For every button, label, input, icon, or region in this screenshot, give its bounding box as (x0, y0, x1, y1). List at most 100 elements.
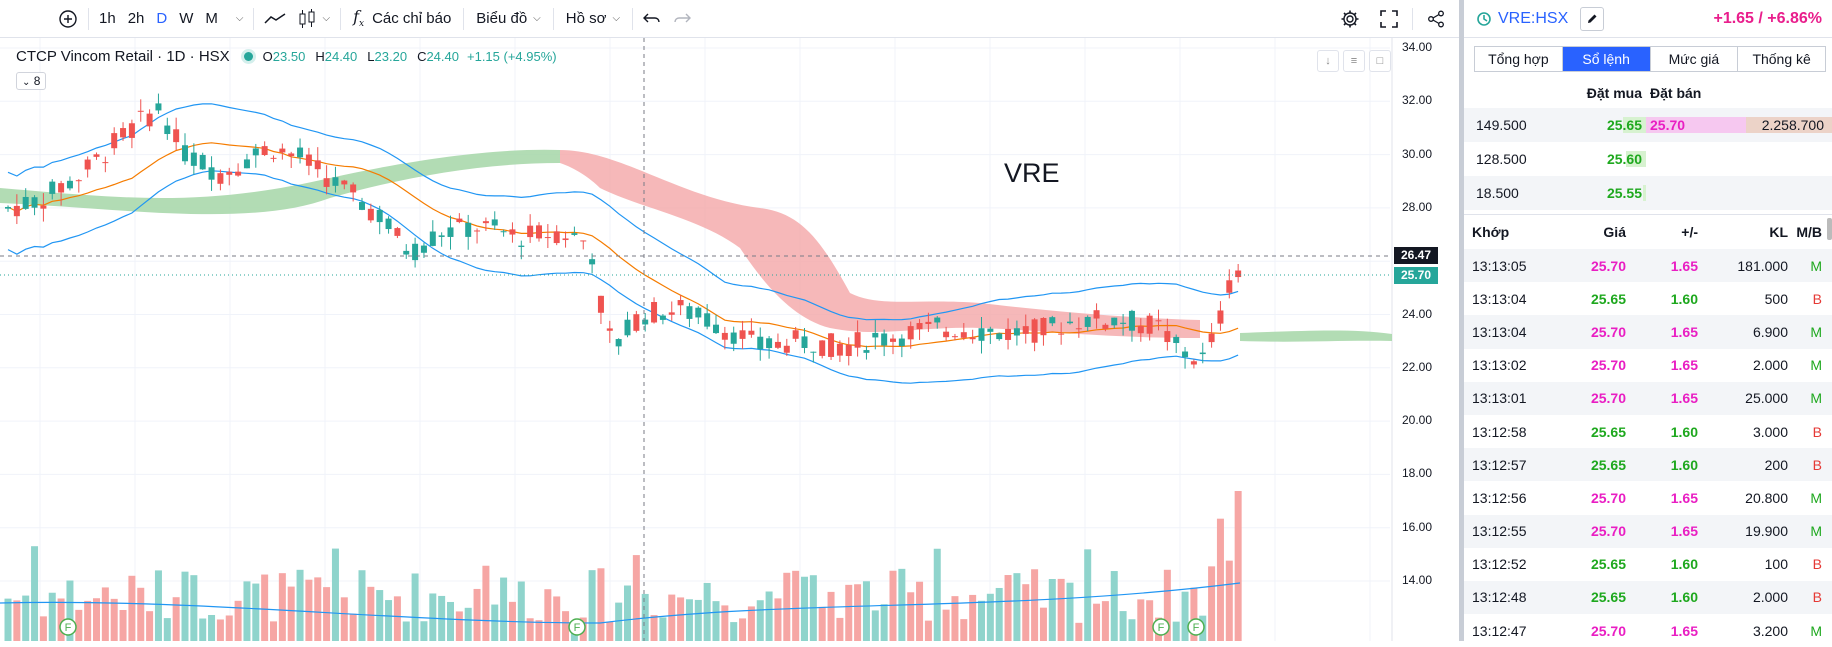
interval-1h[interactable]: 1h (99, 10, 116, 27)
redo-icon (674, 13, 692, 22)
candle-body (1235, 270, 1242, 278)
volume-bar (765, 591, 773, 641)
share-button[interactable] (1417, 0, 1459, 37)
panel-scrollbar[interactable] (1827, 218, 1832, 240)
header-price: Giá (1603, 224, 1626, 240)
trade-time: 13:13:02 (1472, 357, 1527, 374)
candle-body (713, 324, 719, 334)
volume-bar (517, 581, 525, 641)
fullscreen-button[interactable] (1370, 0, 1408, 37)
interval-2h[interactable]: 2h (127, 10, 145, 27)
cloud-bullish (0, 149, 560, 215)
trade-side: B (1812, 589, 1822, 606)
volume-bar (854, 584, 862, 641)
interval-d[interactable]: D (156, 10, 168, 27)
profile-menu-button[interactable]: Hồ sơ ⌵ (558, 0, 628, 37)
add-symbol-button[interactable] (0, 0, 84, 37)
refresh-icon[interactable] (1476, 11, 1492, 27)
candle-body (1022, 326, 1029, 334)
arrow-down-icon: ↓ (1325, 55, 1331, 67)
chart-menu-button[interactable]: Biểu đồ ⌵ (468, 0, 548, 37)
fullscreen-icon (1380, 9, 1398, 28)
candle-style-button[interactable]: ⌵ (292, 0, 336, 37)
indicators-button[interactable]: fx Các chỉ báo (345, 0, 459, 37)
trades-header: Khớp Giá +/- KL M/B (1464, 214, 1832, 249)
volume-bar (447, 601, 454, 641)
sell-depth-bar (1646, 117, 1746, 133)
indicators-toggle[interactable]: ⌄ 8 (16, 72, 47, 90)
candle-body (987, 328, 994, 332)
tab-muc-gia[interactable]: Mức giá (1651, 47, 1739, 71)
candle-body (810, 351, 817, 353)
volume-bar (411, 573, 419, 641)
trade-price: 25.70 (1590, 523, 1626, 540)
volume-bar (880, 604, 888, 641)
trade-change: 1.65 (1670, 357, 1698, 374)
candle-body (66, 180, 73, 189)
chevron-down-icon: ⌵ (612, 13, 621, 24)
candle-body (836, 343, 843, 356)
collapse-button[interactable]: ≡ (1343, 50, 1365, 72)
price-chart[interactable]: F F F F CTCP Vincom Retail · 1D · HSX O23.5… (0, 38, 1459, 641)
volume-bar (1225, 560, 1233, 641)
volume-bar (827, 591, 835, 641)
volume-bar (314, 577, 322, 641)
trade-row: 13:12:56 25.70 1.65 20.800 M (1464, 481, 1832, 514)
trade-volume: 500 (1764, 290, 1788, 307)
candle-body (792, 330, 799, 339)
tab-tong-hop[interactable]: Tổng hợp (1475, 47, 1563, 71)
event-marker (59, 618, 77, 636)
price-axis-label: 24.00 (1402, 306, 1433, 321)
volume-bar (933, 548, 941, 641)
trade-time: 13:13:04 (1472, 323, 1527, 340)
candle-body (1137, 325, 1144, 334)
maximize-pane-button[interactable]: □ (1369, 50, 1391, 72)
candle-body (739, 330, 746, 339)
volume-bar (978, 600, 985, 641)
buy-price: 25.65 (1606, 117, 1642, 133)
volume-bar (101, 587, 109, 641)
candle-body (120, 128, 127, 138)
trade-volume: 3.200 (1752, 622, 1788, 639)
legend-title[interactable]: CTCP Vincom Retail · 1D · HSX (16, 48, 230, 65)
trade-volume: 181.000 (1737, 257, 1788, 274)
undo-button[interactable] (637, 0, 667, 37)
candle-body (199, 154, 206, 170)
interval-w[interactable]: W (179, 10, 194, 27)
candle-body (279, 148, 286, 153)
candle-body (323, 178, 330, 187)
chevron-down-icon: ⌵ (322, 13, 331, 24)
trade-side: M (1810, 523, 1822, 540)
trade-volume: 6.900 (1752, 323, 1788, 340)
panel-symbol[interactable]: VRE:HSX (1498, 9, 1569, 27)
settings-button[interactable] (1330, 0, 1370, 37)
volume-bar (270, 621, 277, 641)
sell-volume-bar (1746, 117, 1832, 133)
trade-time: 13:12:55 (1472, 523, 1527, 540)
volume-bar (951, 596, 959, 641)
trades-list[interactable]: 13:13:05 25.70 1.65 181.000 M 13:13:04 25.65 1.… (1464, 249, 1832, 647)
candle-body (84, 159, 91, 170)
event-marker (568, 618, 586, 636)
redo-button[interactable] (667, 0, 697, 37)
candle-body (332, 177, 339, 186)
tab-so-lenh[interactable]: Sổ lệnh (1562, 47, 1651, 71)
header-time: Khớp (1472, 224, 1510, 240)
line-style-button[interactable] (258, 0, 292, 37)
volume-bar (252, 583, 260, 641)
scroll-down-button[interactable]: ↓ (1317, 50, 1339, 72)
price-axis-label: 20.00 (1402, 413, 1433, 428)
tab-thong-ke[interactable]: Thống kê (1752, 51, 1811, 67)
candle-body (350, 184, 357, 193)
candle-body (536, 225, 542, 239)
volume-bar (1137, 599, 1145, 641)
candle-body (783, 345, 790, 353)
trade-row: 13:12:47 25.70 1.65 3.200 M (1464, 614, 1832, 647)
indicators-count: 8 (33, 74, 41, 88)
candle-body (881, 333, 888, 346)
candle-body (757, 336, 764, 350)
edit-symbol-button[interactable] (1580, 6, 1605, 31)
interval-dropdown[interactable]: ⌵ (224, 0, 250, 37)
interval-m[interactable]: M (205, 10, 218, 27)
